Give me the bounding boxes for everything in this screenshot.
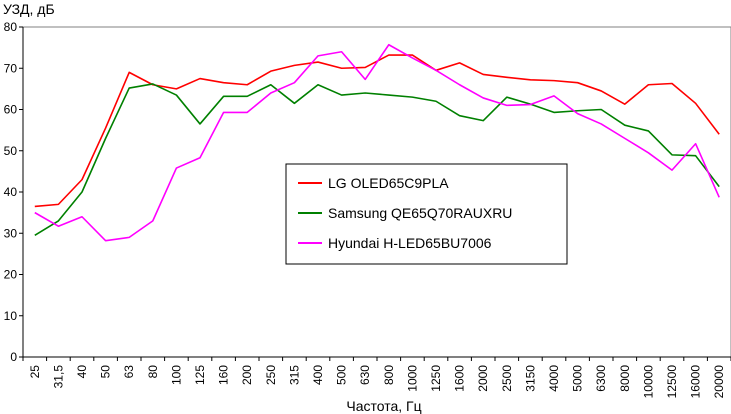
y-axis-ticks: 0 10 20 30 40 50 60 70 80 [4,20,23,364]
x-tick-label: 2500 [500,365,514,392]
y-tick-label: 10 [4,309,18,323]
legend-label: Hyundai H-LED65BU7006 [328,235,492,251]
x-axis-ticks: 25 31,5 40 50 63 80 100 125 160 200 250 315 400 500 63… [22,357,731,399]
x-tick-label: 125 [193,365,207,385]
x-tick-label: 6300 [594,365,608,392]
legend-label: Samsung QE65Q70RAUXRU [328,205,512,221]
x-tick-label: 10000 [641,365,655,399]
x-tick-label: 2000 [476,365,490,392]
y-tick-label: 30 [4,226,18,240]
x-tick-label: 20000 [712,365,726,399]
series-line-3 [34,43,720,242]
y-tick-label: 20 [4,268,18,282]
x-tick-label: 800 [382,365,396,385]
x-tick-label: 5000 [571,365,585,392]
y-tick-label: 50 [4,144,18,158]
x-tick-label: 63 [122,365,136,379]
x-tick-label: 500 [335,365,349,385]
y-tick-label: 40 [4,185,18,199]
x-tick-label: 100 [169,365,183,385]
x-tick-label: 16000 [689,365,703,399]
y-axis-title: УЗД, дБ [3,1,55,17]
x-tick-label: 160 [217,365,231,385]
x-tick-label: 80 [146,365,160,379]
legend-label: LG OLED65C9PLA [328,175,449,191]
x-axis-title: Частота, Гц [346,398,421,414]
series-line-2 [34,83,720,236]
y-tick-label: 70 [4,61,18,75]
x-tick-label: 3150 [523,365,537,392]
legend-box [285,163,568,265]
x-tick-label: 40 [75,365,89,379]
x-tick-label: 25 [28,365,42,379]
x-tick-label: 250 [264,365,278,385]
x-tick-label: 31,5 [51,365,65,389]
x-tick-label: 630 [358,365,372,385]
x-tick-label: 8000 [618,365,632,392]
x-tick-label: 50 [99,365,113,379]
x-tick-label: 200 [240,365,254,385]
legend: LG OLED65C9PLA Samsung QE65Q70RAUXRU Hyund… [285,163,568,265]
legend-items: LG OLED65C9PLA Samsung QE65Q70RAUXRU Hyund… [298,175,512,251]
x-tick-label: 1250 [429,365,443,392]
x-tick-label: 4000 [547,365,561,392]
series-lines [34,43,720,242]
y-tick-label: 80 [4,20,18,34]
x-tick-label: 1000 [405,365,419,392]
y-tick-label: 60 [4,103,18,117]
x-tick-label: 315 [287,365,301,385]
x-tick-label: 12500 [665,365,679,399]
x-tick-label: 400 [311,365,325,385]
y-tick-label: 0 [10,350,17,364]
x-tick-label: 1600 [453,365,467,392]
